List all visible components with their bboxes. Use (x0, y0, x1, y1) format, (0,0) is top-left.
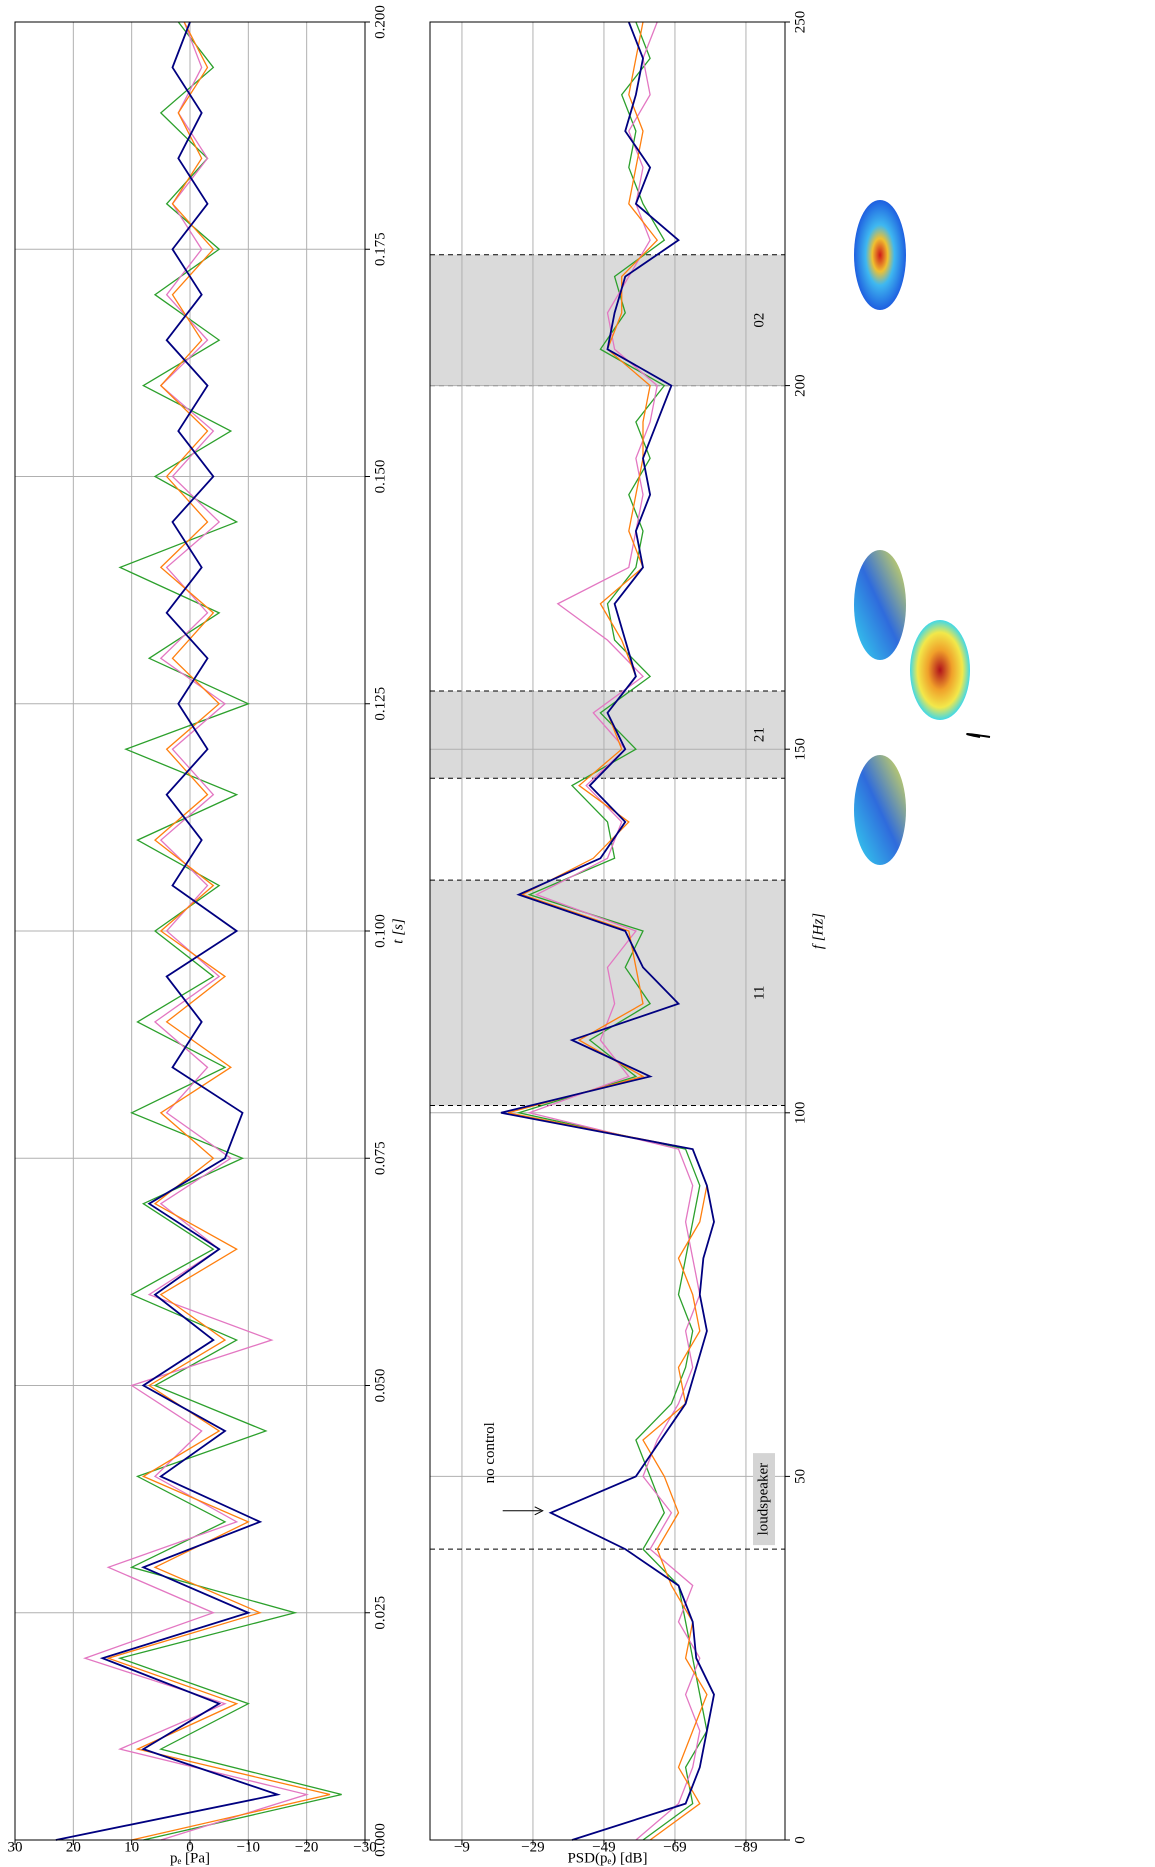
x-tick-label: 0.025 (372, 1596, 388, 1630)
band-label: 02 (751, 313, 767, 328)
data-line (507, 21, 708, 1841)
plot-frame (14, 21, 366, 1841)
x-tick-label: 0 (792, 1836, 808, 1844)
x-tick-label: 0.150 (372, 460, 388, 494)
x-tick-label: 0.050 (372, 1369, 388, 1403)
band (430, 880, 785, 1106)
y-axis-label: pₑ [Pa] (170, 1850, 210, 1866)
x-tick-label: 250 (792, 11, 808, 34)
band (430, 254, 785, 386)
y-tick-label: −9 (454, 1839, 470, 1855)
y-tick-label: −89 (734, 1839, 757, 1855)
y-tick-label: 20 (66, 1839, 81, 1855)
y-tick-label: −10 (237, 1839, 260, 1855)
x-tick-label: 0.175 (372, 232, 388, 266)
x-tick-label: 0.100 (372, 914, 388, 948)
data-line (500, 21, 715, 1841)
y-tick-label: −29 (521, 1839, 544, 1855)
loudspeaker-label: loudspeaker (755, 1463, 771, 1535)
x-axis-label: t [s] (390, 918, 406, 944)
x-tick-label: 0.125 (372, 687, 388, 721)
data-line (82, 21, 310, 1841)
data-line (55, 21, 281, 1841)
x-axis-label: f [Hz] (810, 913, 826, 949)
plot-frame (429, 21, 786, 1841)
y-axis-label: PSD(pₑ) [dB] (567, 1850, 647, 1866)
band (430, 691, 785, 779)
rotated-figure: 0.000 0.025 0.050 0.075 0.100 0.125 0.150 0.175… (8, 5, 991, 1866)
x-tick-label: 0.075 (372, 1141, 388, 1175)
y-tick-label: −30 (353, 1839, 376, 1855)
panel: 0.000 0.025 0.050 0.075 0.100 0.125 0.150 0.175… (8, 5, 407, 1866)
mode-shape-21 (854, 550, 906, 660)
x-tick-label: 150 (792, 738, 808, 761)
x-tick-label: 200 (792, 374, 808, 397)
band-label: 11 (751, 986, 767, 1000)
arrow-head (534, 1506, 544, 1516)
y-tick-label: 10 (124, 1839, 139, 1855)
panel: 11 21 02 0 50 100 150 200 250 loudspeaker −9 −29 −49… (429, 11, 826, 1866)
data-line (527, 21, 701, 1841)
loudspeaker-box (753, 1453, 775, 1546)
data-line (106, 21, 331, 1841)
mode-shape-01 (910, 620, 970, 720)
x-tick-label: 50 (792, 1469, 808, 1484)
band-label: 21 (751, 727, 767, 742)
y-tick-label: −49 (592, 1839, 615, 1855)
x-tick-label: 100 (792, 1102, 808, 1125)
y-tick-label: 30 (8, 1839, 23, 1855)
mode-shapes (854, 200, 991, 865)
y-tick-label: −69 (663, 1839, 686, 1855)
bracket (966, 733, 991, 738)
annotation-label: no control (482, 1422, 498, 1483)
y-tick-label: 0 (186, 1839, 194, 1855)
x-tick-label: 0.200 (372, 5, 388, 39)
mode-shape-02 (854, 200, 906, 310)
mode-shape-11 (854, 755, 906, 865)
x-tick-label: 0.000 (372, 1823, 388, 1857)
y-tick-label: −20 (295, 1839, 318, 1855)
